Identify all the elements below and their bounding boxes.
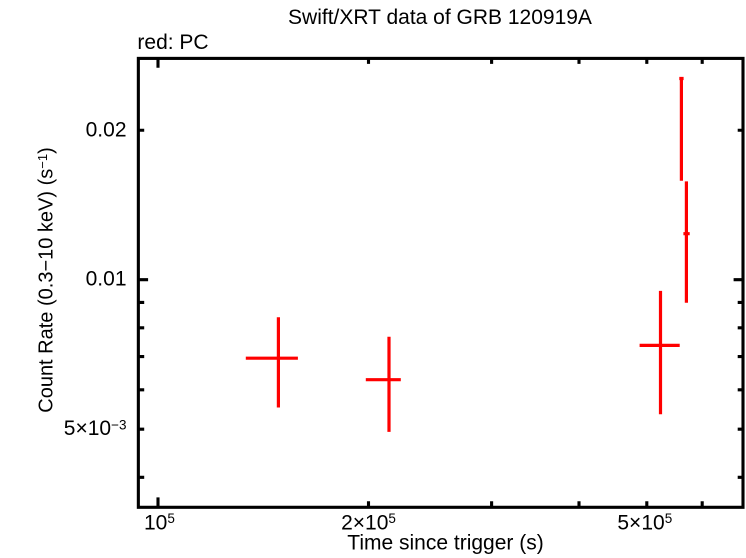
- svg-text:105: 105: [144, 511, 175, 534]
- svg-text:2×105: 2×105: [341, 511, 396, 534]
- svg-text:red: PC: red: PC: [137, 31, 208, 54]
- svg-text:Swift/XRT data of GRB 120919A: Swift/XRT data of GRB 120919A: [288, 6, 592, 29]
- svg-text:5×10−3: 5×10−3: [64, 417, 127, 440]
- svg-text:Count Rate (0.3−10 keV) (s−1): Count Rate (0.3−10 keV) (s−1): [35, 147, 58, 413]
- svg-text:5×105: 5×105: [617, 511, 672, 534]
- svg-text:Time since trigger (s): Time since trigger (s): [347, 532, 543, 555]
- svg-text:0.01: 0.01: [86, 268, 127, 291]
- svg-text:0.02: 0.02: [86, 118, 127, 141]
